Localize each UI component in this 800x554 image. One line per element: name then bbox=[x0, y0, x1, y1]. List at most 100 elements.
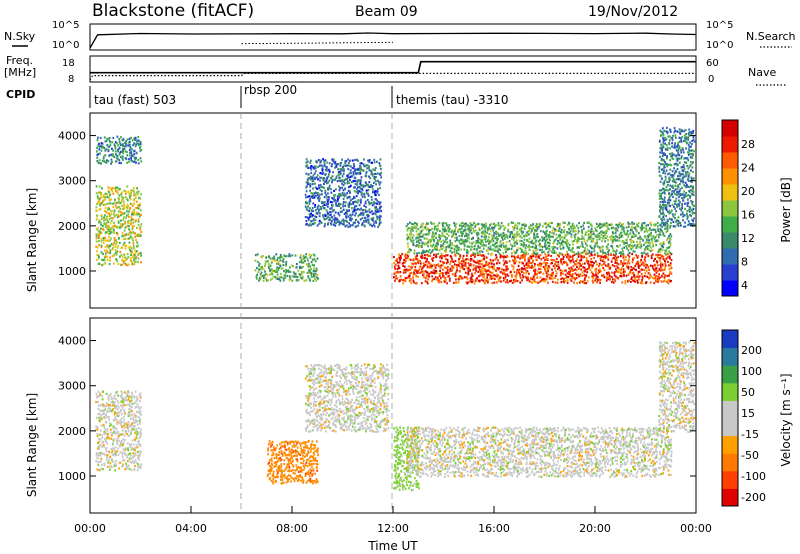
power-cell bbox=[613, 271, 616, 274]
power-cell bbox=[275, 269, 277, 272]
power-cell bbox=[443, 226, 446, 229]
power-cell bbox=[547, 265, 549, 268]
power-cell bbox=[365, 189, 368, 192]
power-cell bbox=[556, 236, 558, 239]
power-cell bbox=[103, 196, 106, 199]
power-cell bbox=[589, 233, 592, 236]
power-cell bbox=[575, 252, 578, 256]
power-cell bbox=[477, 253, 479, 257]
power-cell bbox=[136, 250, 138, 253]
power-cell bbox=[376, 172, 379, 175]
power-cell bbox=[454, 245, 457, 249]
power-cell bbox=[415, 240, 418, 243]
power-cell bbox=[641, 223, 643, 226]
power-cell bbox=[622, 254, 625, 257]
power-cell bbox=[657, 228, 659, 231]
power-cell bbox=[468, 230, 471, 233]
power-cell bbox=[662, 272, 665, 275]
power-cell bbox=[525, 262, 528, 265]
power-cell bbox=[530, 262, 532, 265]
power-cell bbox=[657, 225, 659, 228]
power-cell bbox=[662, 137, 665, 140]
power-cell bbox=[684, 202, 686, 205]
power-cell bbox=[128, 210, 130, 213]
power-cell bbox=[659, 210, 662, 213]
power-cell bbox=[102, 203, 105, 207]
power-cell bbox=[444, 250, 446, 253]
power-cell bbox=[483, 225, 485, 228]
power-cell bbox=[502, 231, 505, 235]
power-cell bbox=[417, 228, 420, 231]
power-cell bbox=[102, 252, 104, 256]
power-cell bbox=[662, 211, 665, 214]
power-cell bbox=[467, 250, 470, 253]
power-cell bbox=[311, 195, 314, 198]
power-cell bbox=[666, 280, 668, 283]
power-cell bbox=[356, 158, 358, 161]
power-cell bbox=[659, 269, 662, 272]
power-cell bbox=[443, 261, 445, 264]
power-cell bbox=[421, 235, 424, 238]
power-cell bbox=[599, 281, 601, 284]
power-cell bbox=[342, 197, 345, 201]
power-cell bbox=[289, 277, 292, 280]
power-cell bbox=[503, 277, 506, 280]
power-cell bbox=[420, 244, 423, 247]
power-cell bbox=[683, 137, 686, 140]
power-cell bbox=[321, 165, 324, 168]
power-cell bbox=[424, 226, 427, 229]
power-cell bbox=[366, 215, 369, 219]
power-cell bbox=[493, 277, 496, 281]
power-cell bbox=[269, 269, 271, 272]
power-cell bbox=[494, 242, 496, 245]
power-cell bbox=[313, 274, 316, 278]
power-cell bbox=[516, 234, 519, 237]
power-cell bbox=[343, 195, 346, 198]
power-cell bbox=[126, 154, 129, 157]
power-cell bbox=[568, 232, 571, 235]
power-cell bbox=[361, 195, 364, 198]
power-cell bbox=[491, 234, 493, 237]
power-cell bbox=[491, 243, 494, 246]
power-cell bbox=[531, 281, 534, 284]
power-cell bbox=[327, 181, 329, 184]
power-cell bbox=[510, 270, 512, 273]
power-cell bbox=[597, 224, 600, 227]
power-cell bbox=[409, 258, 412, 261]
power-cell bbox=[106, 258, 109, 262]
power-cell bbox=[660, 130, 663, 133]
power-cell bbox=[659, 151, 661, 154]
power-cell bbox=[310, 192, 313, 195]
power-cell bbox=[523, 243, 526, 246]
velocity-cell bbox=[100, 463, 103, 466]
velocity-cell bbox=[98, 395, 101, 398]
power-cell bbox=[525, 272, 528, 275]
power-cell bbox=[673, 179, 676, 182]
power-cell bbox=[665, 204, 668, 207]
power-cell bbox=[378, 216, 380, 219]
power-cell bbox=[486, 276, 489, 279]
power-cell bbox=[655, 271, 658, 274]
power-cell bbox=[313, 258, 316, 261]
velocity-cell bbox=[99, 443, 102, 447]
power-cell bbox=[137, 190, 140, 193]
power-cell bbox=[487, 269, 490, 272]
power-cell bbox=[96, 226, 99, 230]
power-cell bbox=[448, 274, 450, 277]
power-cell bbox=[279, 279, 282, 282]
power-cell bbox=[438, 279, 441, 282]
power-cell bbox=[350, 219, 352, 222]
power-cell bbox=[659, 209, 661, 212]
power-cell bbox=[683, 194, 685, 197]
power-cell bbox=[100, 192, 103, 195]
power-cell bbox=[662, 144, 665, 147]
power-cell bbox=[102, 238, 105, 241]
power-cell bbox=[104, 239, 107, 242]
power-cell bbox=[512, 239, 515, 242]
power-cell bbox=[691, 177, 693, 181]
power-cell bbox=[678, 157, 681, 160]
power-cell bbox=[341, 186, 343, 189]
power-cell bbox=[463, 228, 466, 231]
power-cell bbox=[685, 136, 688, 139]
power-cell bbox=[573, 225, 575, 228]
